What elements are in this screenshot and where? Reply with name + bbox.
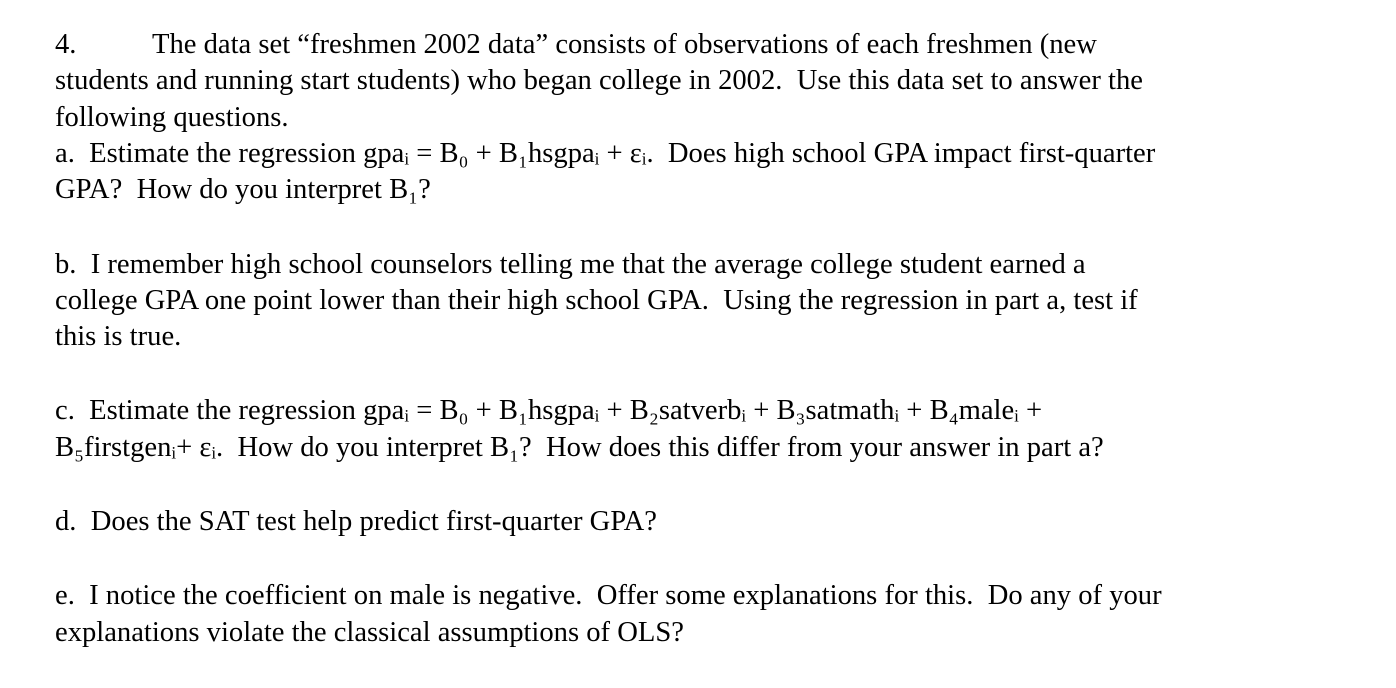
part-d-line: d. Does the SAT test help predict first-…: [55, 506, 657, 537]
part-b-line: college GPA one point lower than their h…: [55, 285, 1138, 316]
part-b-line: this is true.: [55, 321, 182, 352]
part-b-line: b. I remember high school counselors tel…: [55, 249, 1086, 280]
intro-line: following questions.: [55, 102, 289, 133]
part-a-line: a. Estimate the regression gpaᵢ = B₀ + B…: [55, 138, 1156, 169]
intro-line: The data set “freshmen 2002 data” consis…: [152, 29, 1097, 60]
part-a-line: GPA? How do you interpret B₁?: [55, 174, 431, 205]
question-number: 4.: [55, 29, 77, 60]
intro-line: students and running start students) who…: [55, 65, 1143, 96]
part-e-line: explanations violate the classical assum…: [55, 617, 684, 648]
part-c-line: B₅firstgenᵢ+ εᵢ. How do you interpret B₁…: [55, 432, 1104, 463]
part-e-line: e. I notice the coefficient on male is n…: [55, 580, 1162, 611]
part-c-line: c. Estimate the regression gpaᵢ = B₀ + B…: [55, 395, 1043, 426]
